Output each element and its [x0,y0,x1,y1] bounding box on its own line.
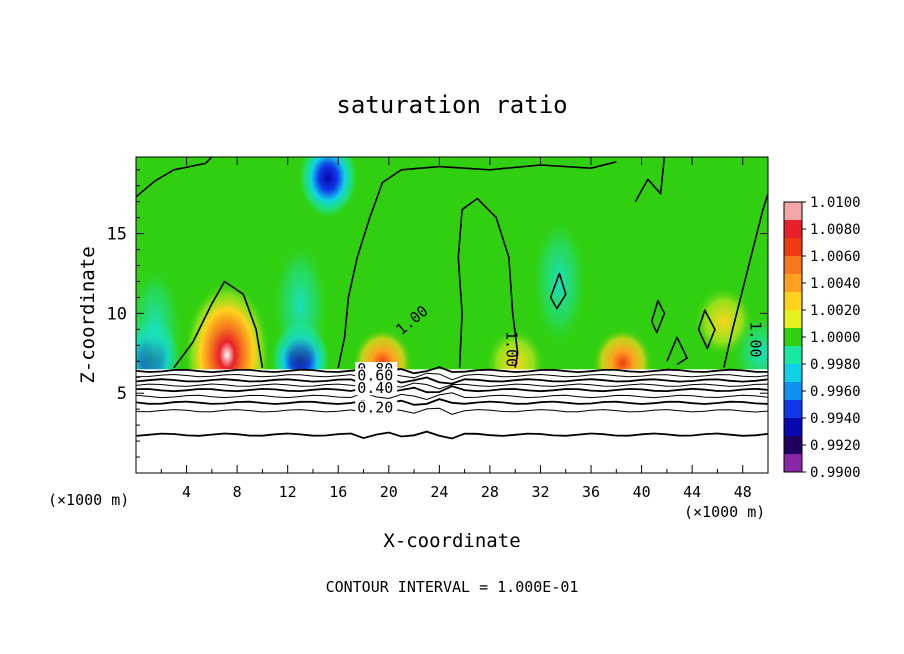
contour-interval-note: CONTOUR INTERVAL = 1.000E-01 [326,578,579,596]
x-tick-label: 16 [329,483,347,501]
chart-title: saturation ratio [336,91,567,119]
saturation-contour-4 [136,157,213,198]
saturation-contour-5 [723,193,768,368]
saturation-contour-1 [337,161,617,368]
colorbar-band [784,256,802,275]
x-tick-label: 44 [683,483,701,501]
colorbar-label: 1.0020 [810,303,861,319]
colorbar-band [784,238,802,257]
colorbar-band [784,310,802,329]
contour-label-5: 0.40 [357,379,393,397]
colorbar-label: 1.0040 [810,276,861,292]
contour-line-0.5 [136,385,768,394]
colorbar-band [784,346,802,365]
colorbar-label: 1.0080 [810,222,861,238]
y-tick-label: 10 [107,304,127,324]
y-tick-label: 5 [117,384,127,404]
contour-line-0.2 [136,407,768,415]
moisture-plume-2 [531,214,588,349]
saturation-contour-2 [457,197,519,368]
contour-label-4: 0.60 [357,366,393,384]
saturation-contour-9 [666,336,688,366]
colorbar-band [784,400,802,419]
x-tick-label: 24 [430,483,448,501]
y-axis-title: Z-coordinate [77,246,99,383]
colorbar-band [784,436,802,455]
contour-label-6: 0.20 [357,398,393,416]
saturation-contour-3 [634,157,666,203]
contour-line-0.7 [136,376,768,385]
contour-line-0.1 [136,430,768,440]
x-tick-label: 40 [633,483,651,501]
colorbar-label: 0.9980 [810,357,861,373]
colorbar-band [784,292,802,311]
x-unit-left: (×1000 m) [48,491,129,509]
plot-area [136,157,768,473]
x-axis-title: X-coordinate [383,530,520,552]
colorbar-label: 1.0100 [810,195,861,211]
contour-line-0.3 [136,398,768,407]
x-tick-label: 48 [734,483,752,501]
saturation-contour-6 [650,299,666,334]
colorbar-label: 0.9920 [810,438,861,454]
moisture-plume-0 [272,238,329,373]
colorbar-band [784,220,802,239]
contour-label-bg-4 [355,368,398,383]
contour-line-0.6 [136,381,768,390]
colorbar-label: 0.9960 [810,384,861,400]
contour-label-2: 1.00 [746,321,764,357]
x-tick-label: 32 [531,483,549,501]
colorbar-band [784,418,802,437]
x-unit-right: (×1000 m) [684,503,765,521]
x-tick-label: 20 [380,483,398,501]
x-tick-label: 4 [182,483,191,501]
contour-line-0.9 [136,366,768,375]
colorbar: 1.0100 1.0080 1.0060 1.0040 1.0020 1.0000 0.99… [783,195,861,481]
colorbar-band [784,328,802,347]
moisture-plume-1 [136,262,183,397]
colorbar-label: 0.9900 [810,465,861,481]
contour-line-0.4 [136,392,768,401]
plot-frame [135,156,769,474]
colorbar-band [784,274,802,293]
colorbar-band [784,382,802,401]
y-tick-label: 15 [107,225,127,245]
x-tick-label: 8 [233,483,242,501]
saturation-contour-7 [697,309,716,350]
colorbar-label: 0.9940 [810,411,861,427]
contour-label-bg-5 [355,381,398,396]
colorbar-band [784,364,802,383]
colorbar-label: 1.0000 [810,330,861,346]
saturation-contour-8 [549,272,567,310]
anomaly-low-7 [297,157,359,220]
contour-line-0.8 [136,372,768,381]
saturation-contour-0 [173,280,264,369]
x-tick-label: 12 [279,483,297,501]
x-tick-label: 28 [481,483,499,501]
contour-label-1: 1.00 [502,331,520,367]
contour-label-bg-6 [355,400,398,415]
colorbar-band [784,454,802,473]
colorbar-label: 1.0060 [810,249,861,265]
x-tick-label: 36 [582,483,600,501]
colorbar-band [784,202,802,221]
